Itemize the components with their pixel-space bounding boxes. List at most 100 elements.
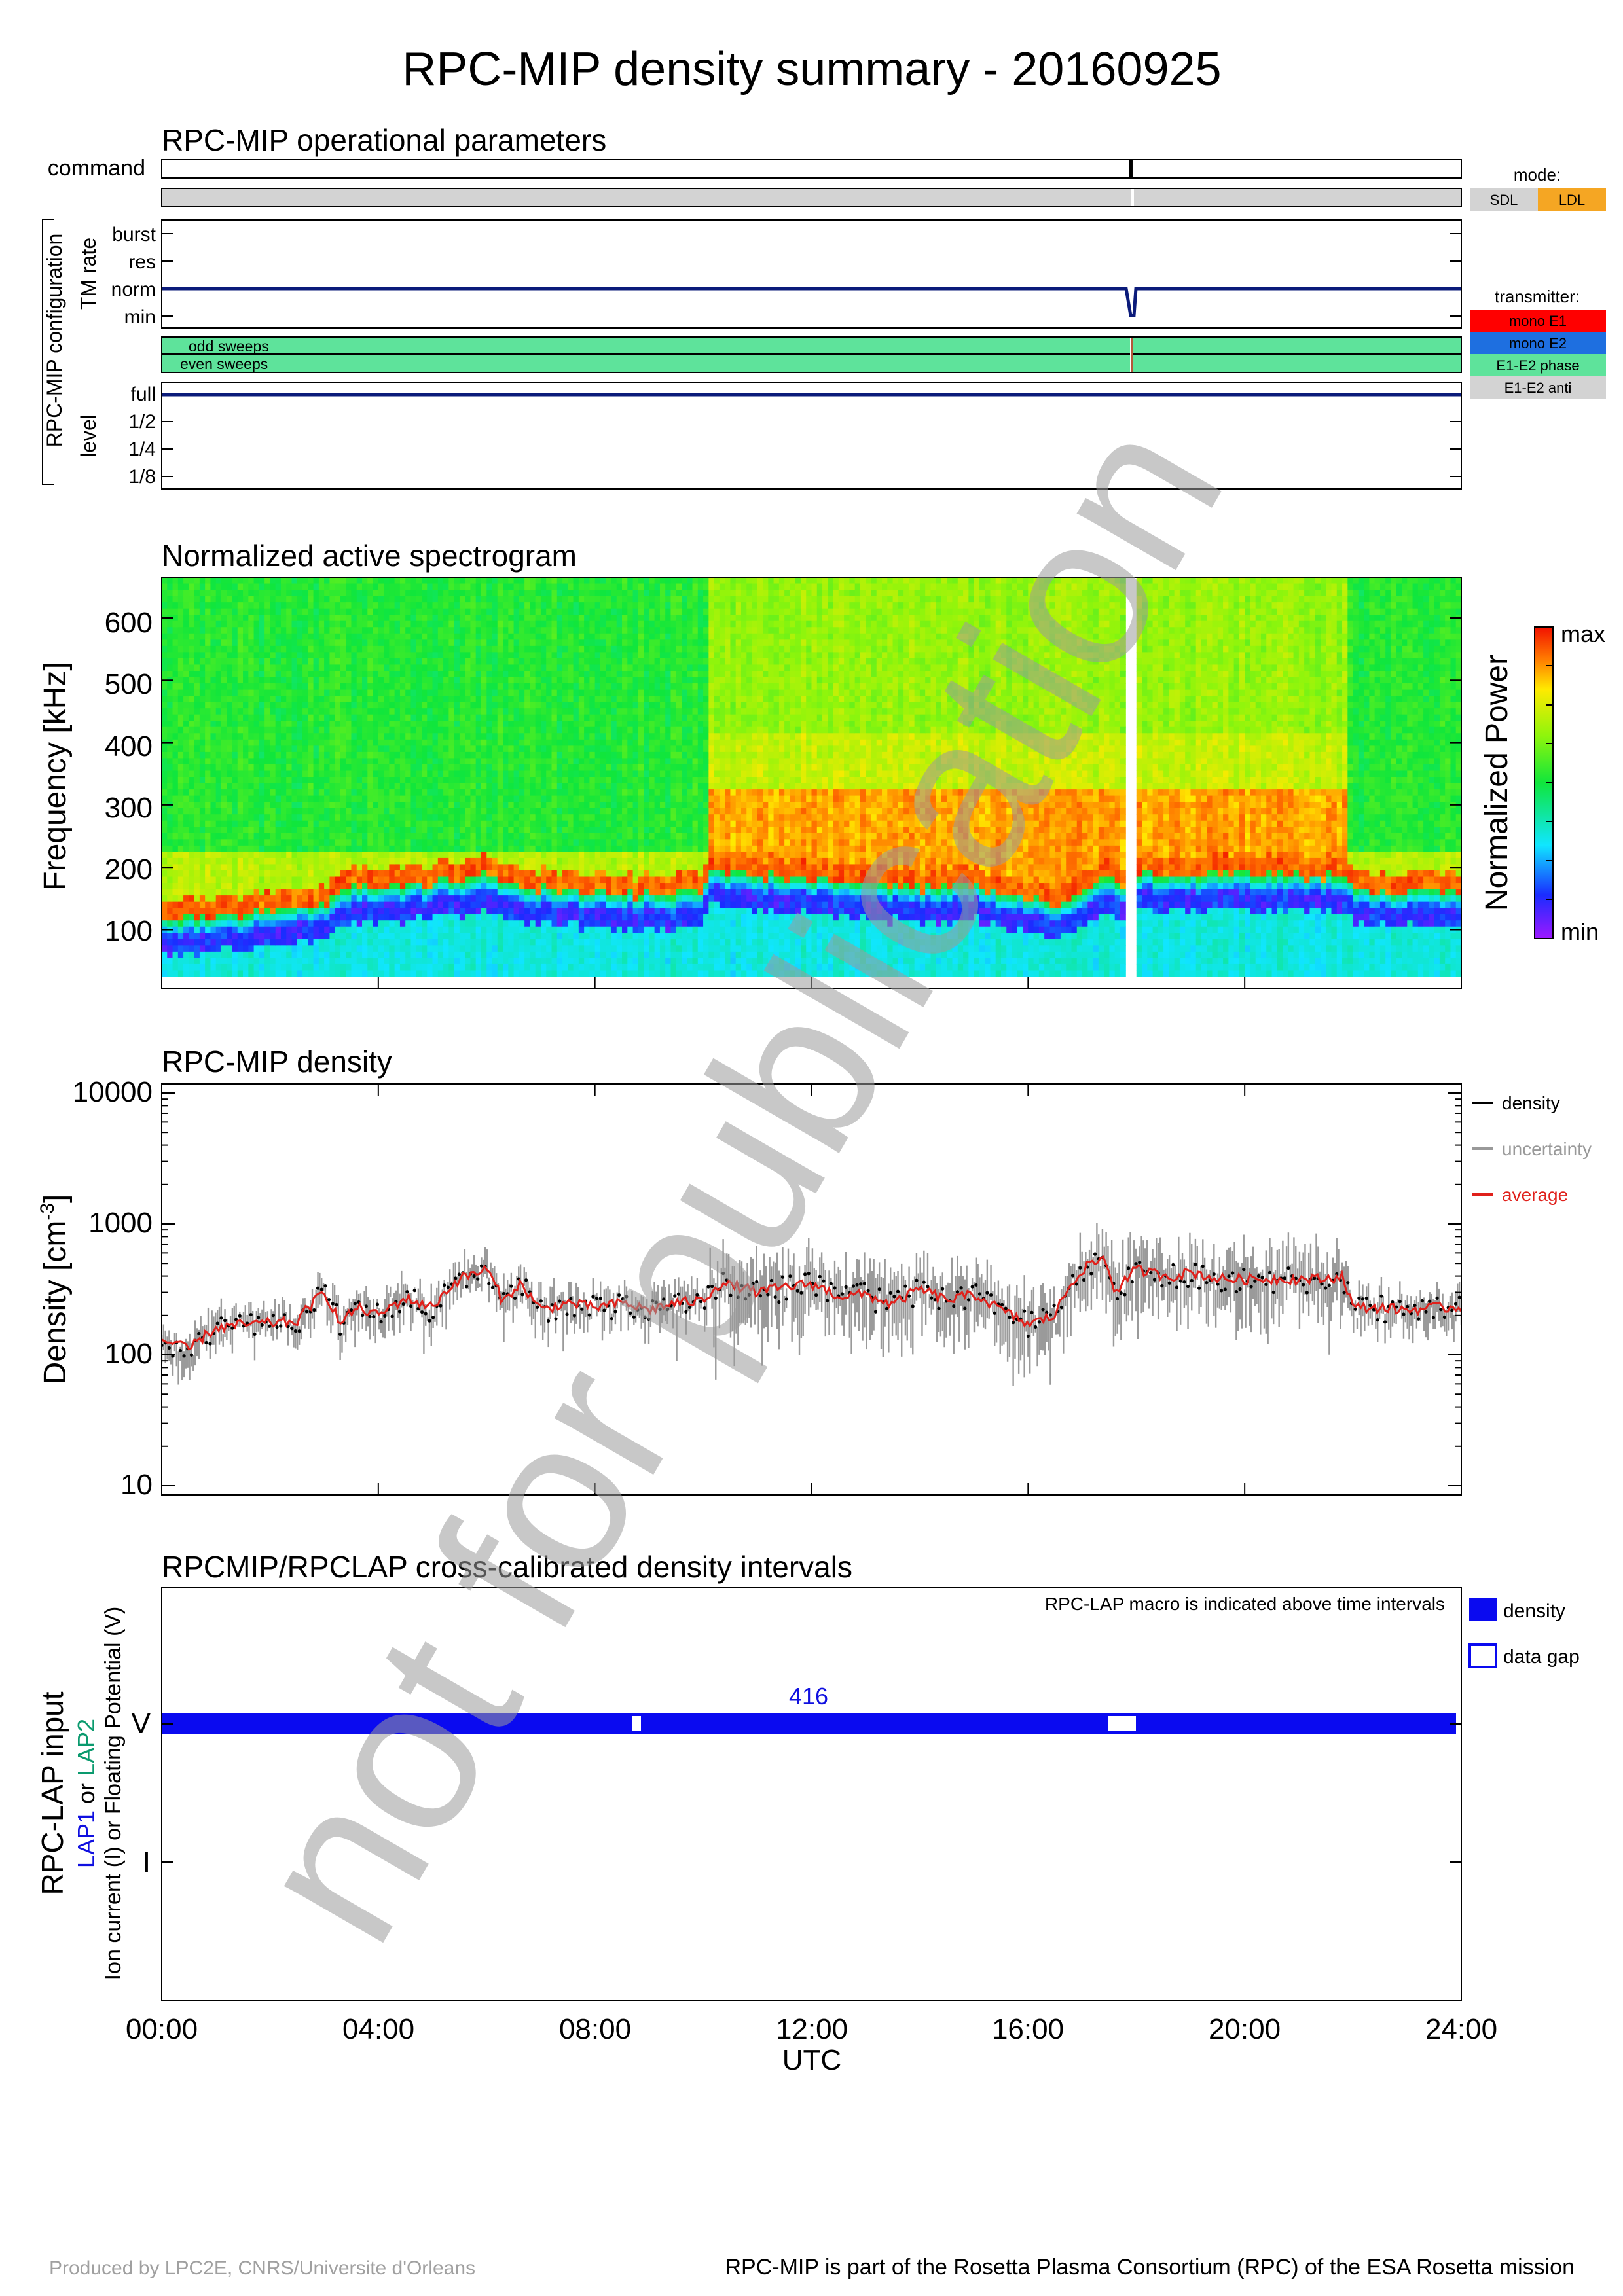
spectrogram-cell bbox=[519, 751, 525, 759]
spectrogram-cell bbox=[302, 652, 308, 659]
spectrogram-cell bbox=[297, 883, 303, 890]
spectrogram-cell bbox=[189, 751, 195, 759]
spectrogram-cell bbox=[562, 951, 568, 959]
spectrogram-cell bbox=[573, 758, 579, 765]
spectrogram-cell bbox=[519, 658, 525, 666]
spectrogram-cell bbox=[448, 845, 455, 852]
spectrogram-cell bbox=[243, 620, 249, 628]
spectrogram-cell bbox=[535, 770, 541, 778]
spectrogram-cell bbox=[221, 696, 227, 703]
spectrogram-cell bbox=[313, 683, 319, 691]
spectrogram-cell bbox=[513, 745, 520, 753]
spectrogram-cell bbox=[205, 639, 211, 647]
spectrogram-cell bbox=[362, 602, 368, 609]
spectrogram-cell bbox=[340, 777, 346, 784]
spectrogram-cell bbox=[253, 933, 260, 940]
spectrogram-cell bbox=[275, 733, 282, 740]
spectrogram-cell bbox=[189, 970, 195, 977]
spectrogram-cell bbox=[275, 615, 282, 622]
spectrogram-cell bbox=[492, 645, 498, 653]
spectrogram-cell bbox=[448, 615, 455, 622]
spectrogram-cell bbox=[205, 833, 211, 840]
spectrogram-cell bbox=[454, 590, 460, 597]
spectrogram-cell bbox=[530, 633, 536, 640]
spectrogram-cell bbox=[378, 833, 384, 840]
spectrogram-cell bbox=[432, 945, 439, 952]
spectrogram-cell bbox=[367, 658, 374, 666]
spectrogram-cell bbox=[410, 883, 417, 890]
spectrogram-cell bbox=[459, 795, 465, 802]
spectrogram-cell bbox=[530, 958, 536, 965]
spectrogram-cell bbox=[546, 895, 553, 903]
spectrogram-cell bbox=[270, 758, 276, 765]
spectrogram-cell bbox=[437, 808, 444, 815]
spectrogram-cell bbox=[568, 845, 574, 852]
spectrogram-cell bbox=[248, 714, 255, 721]
spectrogram-cell bbox=[503, 958, 509, 965]
spectrogram-cell bbox=[540, 620, 547, 628]
spectrogram-cell bbox=[162, 920, 168, 927]
spectrogram-cell bbox=[497, 945, 503, 952]
spectrogram-cell bbox=[291, 958, 298, 965]
spectrogram-cell bbox=[459, 883, 465, 890]
spectrogram-cell bbox=[454, 889, 460, 896]
spectrogram-cell bbox=[237, 914, 244, 921]
spectrogram-cell bbox=[221, 795, 227, 802]
spectrogram-cell bbox=[367, 802, 374, 809]
spectrogram-cell bbox=[329, 683, 336, 691]
spectrogram-cell bbox=[437, 664, 444, 672]
spectrogram-cell bbox=[237, 777, 244, 784]
spectrogram-cell bbox=[568, 857, 574, 865]
spectrogram-cell bbox=[367, 639, 374, 647]
spectrogram-cell bbox=[318, 670, 325, 678]
spectrogram-cell bbox=[243, 833, 249, 840]
spectrogram-cell bbox=[264, 783, 271, 790]
spectrogram-cell bbox=[270, 726, 276, 734]
spectrogram-cell bbox=[432, 590, 439, 597]
spectrogram-cell bbox=[437, 602, 444, 609]
spectrogram-cell bbox=[513, 876, 520, 884]
spectrogram-cell bbox=[221, 845, 227, 852]
spectrogram-cell bbox=[183, 777, 189, 784]
spectrogram-cell bbox=[384, 908, 390, 915]
spectrogram-cell bbox=[486, 664, 493, 672]
spectrogram-cell bbox=[286, 827, 293, 834]
spectrogram-cell bbox=[443, 726, 449, 734]
spectrogram-cell bbox=[351, 777, 357, 784]
spectrogram-cell bbox=[199, 958, 206, 965]
spectrogram-cell bbox=[302, 608, 308, 615]
spectrogram-cell bbox=[248, 777, 255, 784]
spectrogram-cell bbox=[291, 602, 298, 609]
spectrogram-cell bbox=[275, 857, 282, 865]
spectrogram-cell bbox=[384, 933, 390, 940]
spectrogram-cell bbox=[475, 683, 482, 691]
spectrogram-cell bbox=[437, 670, 444, 678]
spectrogram-cell bbox=[351, 652, 357, 659]
spectrogram-cell bbox=[367, 951, 374, 959]
spectrogram-cell bbox=[578, 608, 585, 615]
spectrogram-cell bbox=[270, 945, 276, 952]
spectrogram-cell bbox=[422, 608, 428, 615]
spectrogram-cell bbox=[362, 683, 368, 691]
spectrogram-cell bbox=[503, 590, 509, 597]
spectrogram-cell bbox=[492, 933, 498, 940]
spectrogram-cell bbox=[351, 827, 357, 834]
spectrogram-cell bbox=[432, 764, 439, 772]
spectrogram-cell bbox=[519, 802, 525, 809]
spectrogram-cell bbox=[551, 602, 558, 609]
spectrogram-cell bbox=[562, 970, 568, 977]
spectrogram-cell bbox=[351, 726, 357, 734]
spectrogram-cell bbox=[172, 789, 179, 797]
spectrogram-cell bbox=[215, 945, 222, 952]
spectrogram-cell bbox=[162, 664, 168, 672]
spectrogram-cell bbox=[513, 839, 520, 846]
spectrogram-cell bbox=[503, 839, 509, 846]
spectrogram-cell bbox=[556, 814, 563, 821]
spectrogram-cell bbox=[481, 920, 487, 927]
spectrogram-cell bbox=[470, 596, 477, 603]
spectrogram-cell bbox=[443, 620, 449, 628]
spectrogram-cell bbox=[232, 895, 238, 903]
spectrogram-cell bbox=[329, 590, 336, 597]
spectrogram-cell bbox=[280, 808, 287, 815]
spectrogram-cell bbox=[481, 696, 487, 703]
